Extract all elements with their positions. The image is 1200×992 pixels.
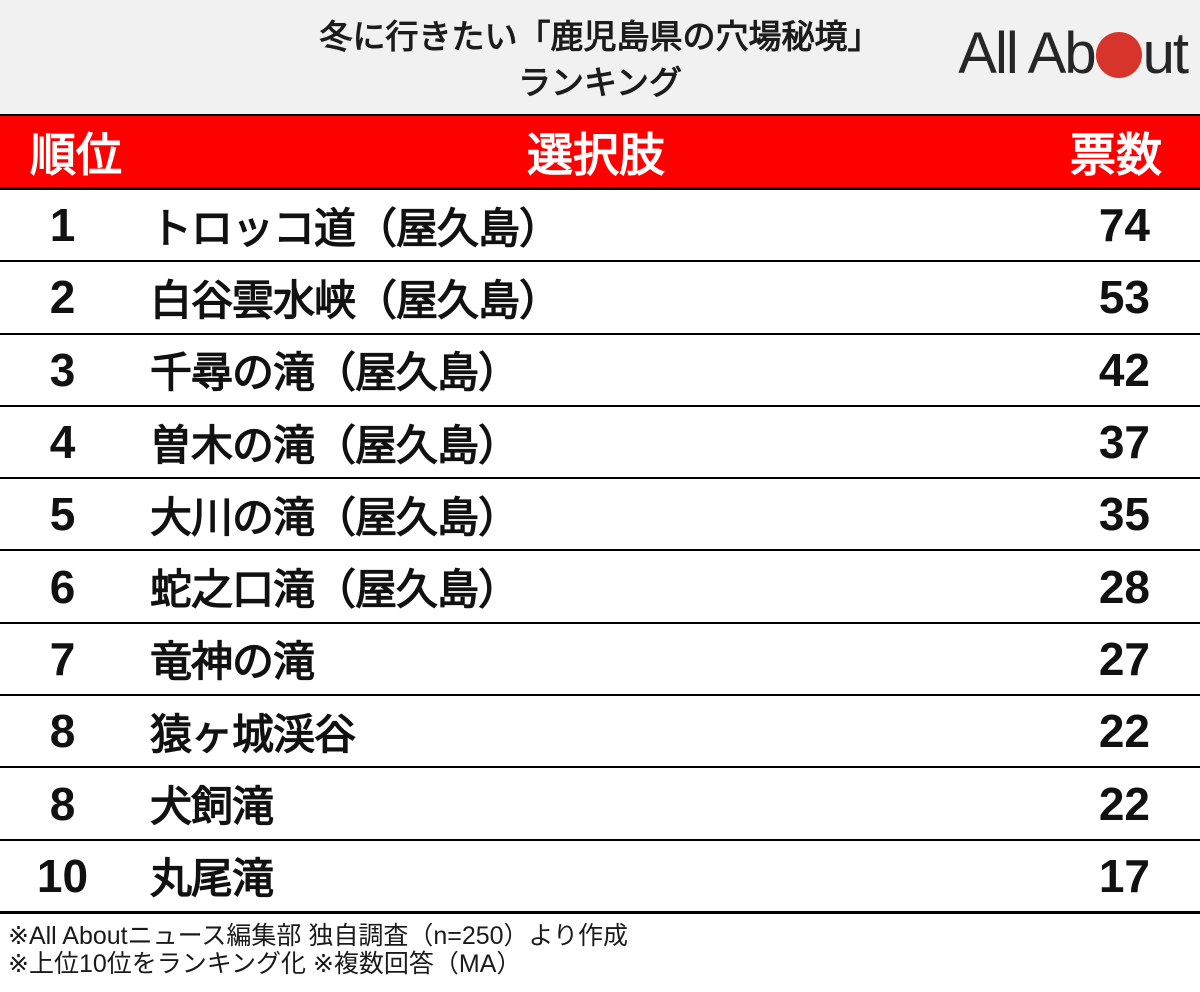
column-header-choice: 選択肢 (527, 128, 665, 181)
rank-cell: 2 (49, 271, 76, 324)
logo-red-dot-icon (1095, 32, 1142, 78)
rank-cell: 3 (49, 343, 76, 396)
table-row: 1 トロッコ道（屋久島） 74 (0, 190, 1200, 263)
table-row: 3 千尋の滝（屋久島） 42 (0, 334, 1200, 407)
page-title: 冬に行きたい「鹿児島県の穴場秘境」 ランキング (0, 0, 1200, 106)
footnote-line-1: ※All Aboutニュース編集部 独自調査（n=250）より作成 (8, 921, 629, 950)
table-row: 6 蛇之口滝（屋久島） 28 (0, 551, 1200, 624)
rank-cell: 10 (36, 849, 89, 902)
votes-cell: 35 (1098, 488, 1150, 541)
table-row: 8 猿ヶ城渓谷 22 (0, 696, 1200, 769)
votes-cell: 22 (1098, 705, 1150, 758)
choice-cell: 白谷雲水峡（屋久島） (150, 276, 561, 324)
choice-cell: トロッコ道（屋久島） (150, 204, 561, 252)
rank-cell: 4 (49, 416, 76, 469)
choice-cell: 曽木の滝（屋久島） (150, 421, 520, 469)
rank-cell: 5 (49, 488, 76, 541)
votes-cell: 42 (1098, 343, 1150, 396)
rank-cell: 7 (49, 632, 76, 685)
column-header-rank: 順位 (30, 128, 122, 181)
table-body: 1 トロッコ道（屋久島） 74 2 白谷雲水峡（屋久島） 53 3 千尋の滝（屋… (0, 190, 1200, 914)
column-header-votes: 票数 (1070, 128, 1162, 181)
logo-text-left: All Ab (958, 21, 1096, 86)
votes-cell: 28 (1098, 560, 1150, 613)
page-title-line1: 冬に行きたい「鹿児島県の穴場秘境」 (319, 18, 881, 55)
choice-cell: 犬飼滝 (150, 783, 274, 831)
table-row: 4 曽木の滝（屋久島） 37 (0, 406, 1200, 480)
votes-cell: 27 (1098, 632, 1150, 685)
choice-cell: 大川の滝（屋久島） (150, 493, 520, 541)
footnotes: ※All Aboutニュース編集部 独自調査（n=250）より作成 ※上位10位… (0, 914, 1200, 978)
logo-text-right: ut (1142, 21, 1189, 86)
votes-cell: 74 (1098, 199, 1150, 252)
table-row: 10 丸尾滝 17 (0, 840, 1200, 914)
votes-cell: 22 (1098, 777, 1150, 830)
table-row: 8 犬飼滝 22 (0, 768, 1200, 841)
choice-cell: 猿ヶ城渓谷 (150, 710, 356, 758)
choice-cell: 丸尾滝 (150, 855, 274, 903)
rank-cell: 8 (49, 705, 76, 758)
choice-cell: 竜神の滝 (150, 638, 315, 686)
page-title-line2: ランキング (517, 64, 682, 101)
choice-cell: 蛇之口滝（屋久島） (150, 566, 520, 614)
table-header-row: 順位 選択肢 票数 (0, 114, 1200, 190)
allabout-logo: All Ab ut (958, 20, 1189, 87)
choice-cell: 千尋の滝（屋久島） (150, 349, 520, 397)
votes-cell: 17 (1098, 849, 1150, 902)
rank-cell: 1 (49, 199, 76, 252)
table-row: 2 白谷雲水峡（屋久島） 53 (0, 262, 1200, 335)
votes-cell: 37 (1098, 416, 1150, 469)
header: 冬に行きたい「鹿児島県の穴場秘境」 ランキング All Ab ut (0, 0, 1200, 114)
rank-cell: 8 (49, 777, 76, 830)
table-row: 5 大川の滝（屋久島） 35 (0, 479, 1200, 552)
votes-cell: 53 (1098, 271, 1150, 324)
rank-cell: 6 (49, 560, 76, 613)
footnote-line-2: ※上位10位をランキング化 ※複数回答（MA） (8, 949, 522, 978)
table-row: 7 竜神の滝 27 (0, 623, 1200, 697)
